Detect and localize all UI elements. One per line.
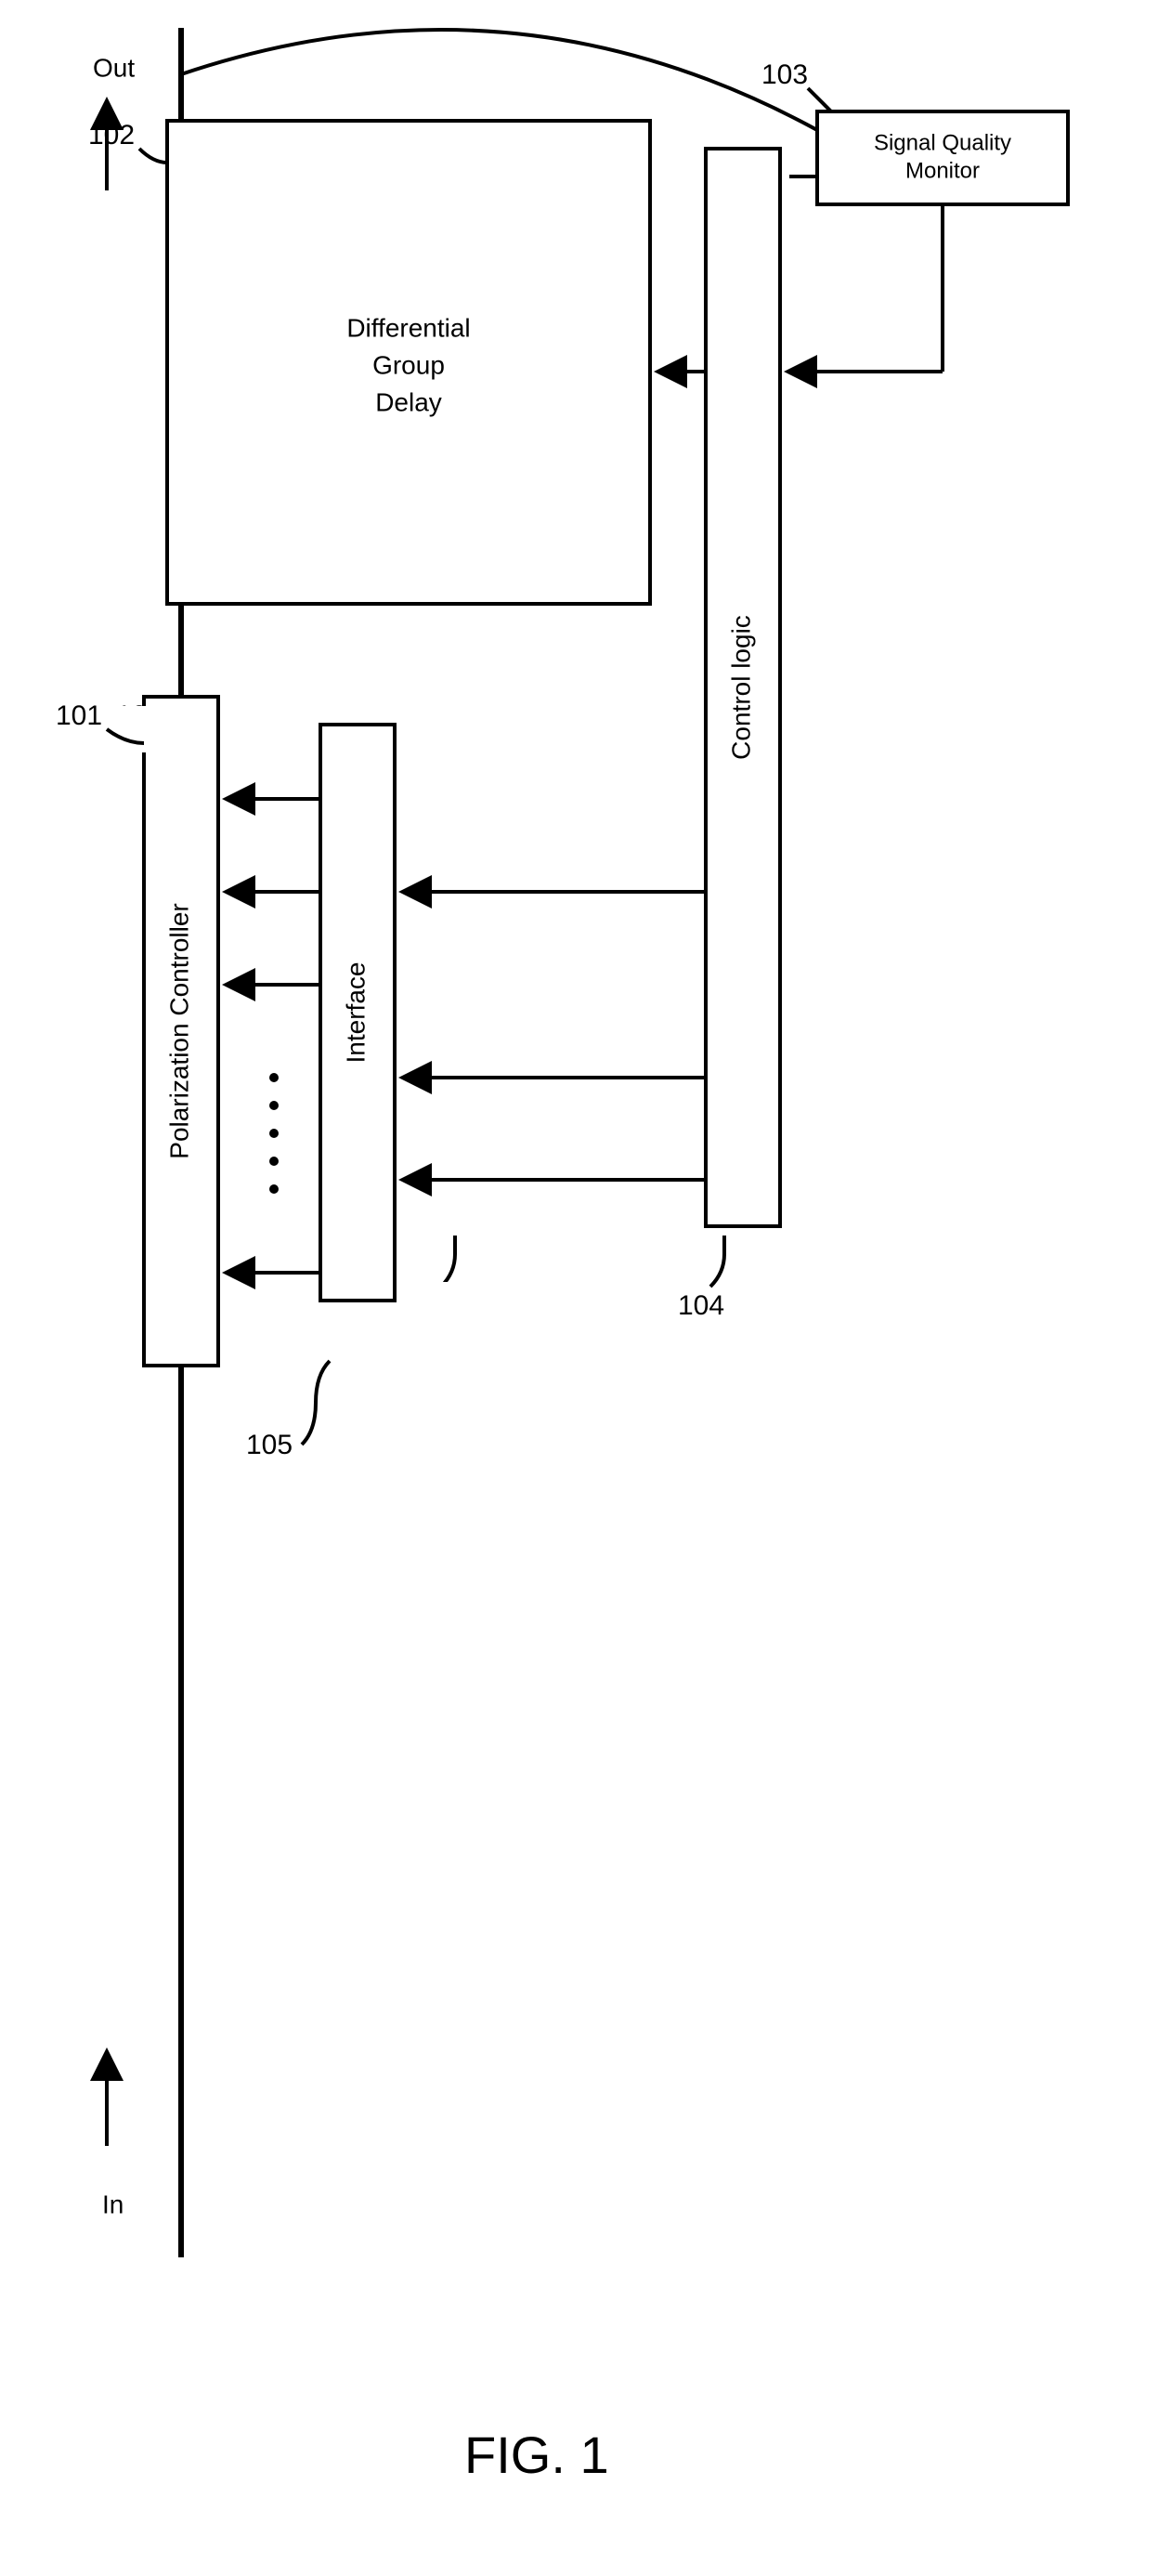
block-diagram: In Out Differential Group Delay 102 Pola… bbox=[0, 0, 1158, 2415]
figure-label: FIG. 1 bbox=[464, 2425, 609, 2485]
ellipsis-dot bbox=[269, 1129, 279, 1138]
in-label: In bbox=[102, 2190, 124, 2218]
sqm-label-1: Signal Quality bbox=[874, 130, 1011, 155]
ctrl-logic-ref-leader bbox=[441, 1236, 455, 1287]
page: In Out Differential Group Delay 102 Pola… bbox=[0, 0, 1158, 2576]
ctrl-ref-cover bbox=[399, 1282, 520, 1328]
dgd-label-1b: Differential bbox=[346, 313, 470, 342]
interface-label: Interface bbox=[341, 962, 370, 1064]
ctrl-logic-ref-fix: 104 bbox=[678, 1290, 724, 1321]
ellipsis-dot bbox=[269, 1101, 279, 1110]
interface-ref: 105 bbox=[246, 1430, 293, 1460]
ellipsis-dot bbox=[269, 1184, 279, 1194]
sqm-label-2: Monitor bbox=[905, 158, 980, 183]
out-label: Out bbox=[93, 53, 135, 82]
pc-ref-fix: 101 bbox=[56, 700, 102, 731]
tap-to-sqm bbox=[181, 30, 817, 130]
dgd-label-3b: Delay bbox=[375, 387, 442, 416]
sqm-ref: 103 bbox=[761, 59, 808, 90]
ctrl-logic-label-fix: Control logic bbox=[726, 615, 755, 760]
sqm-ref-leader bbox=[808, 88, 831, 111]
interface-ref-leader bbox=[302, 1361, 330, 1445]
pc-ref-cover bbox=[111, 706, 214, 752]
dgd-ref: 102 bbox=[88, 120, 135, 150]
pc-label-fix: Polarization Controller bbox=[164, 903, 193, 1158]
dgd-label-2b: Group bbox=[372, 350, 445, 379]
ctrl-logic-ref-leader-fix bbox=[710, 1236, 724, 1287]
dgd-ref-leader bbox=[139, 149, 167, 163]
ellipsis-dot bbox=[269, 1157, 279, 1166]
ellipsis-dot bbox=[269, 1073, 279, 1082]
